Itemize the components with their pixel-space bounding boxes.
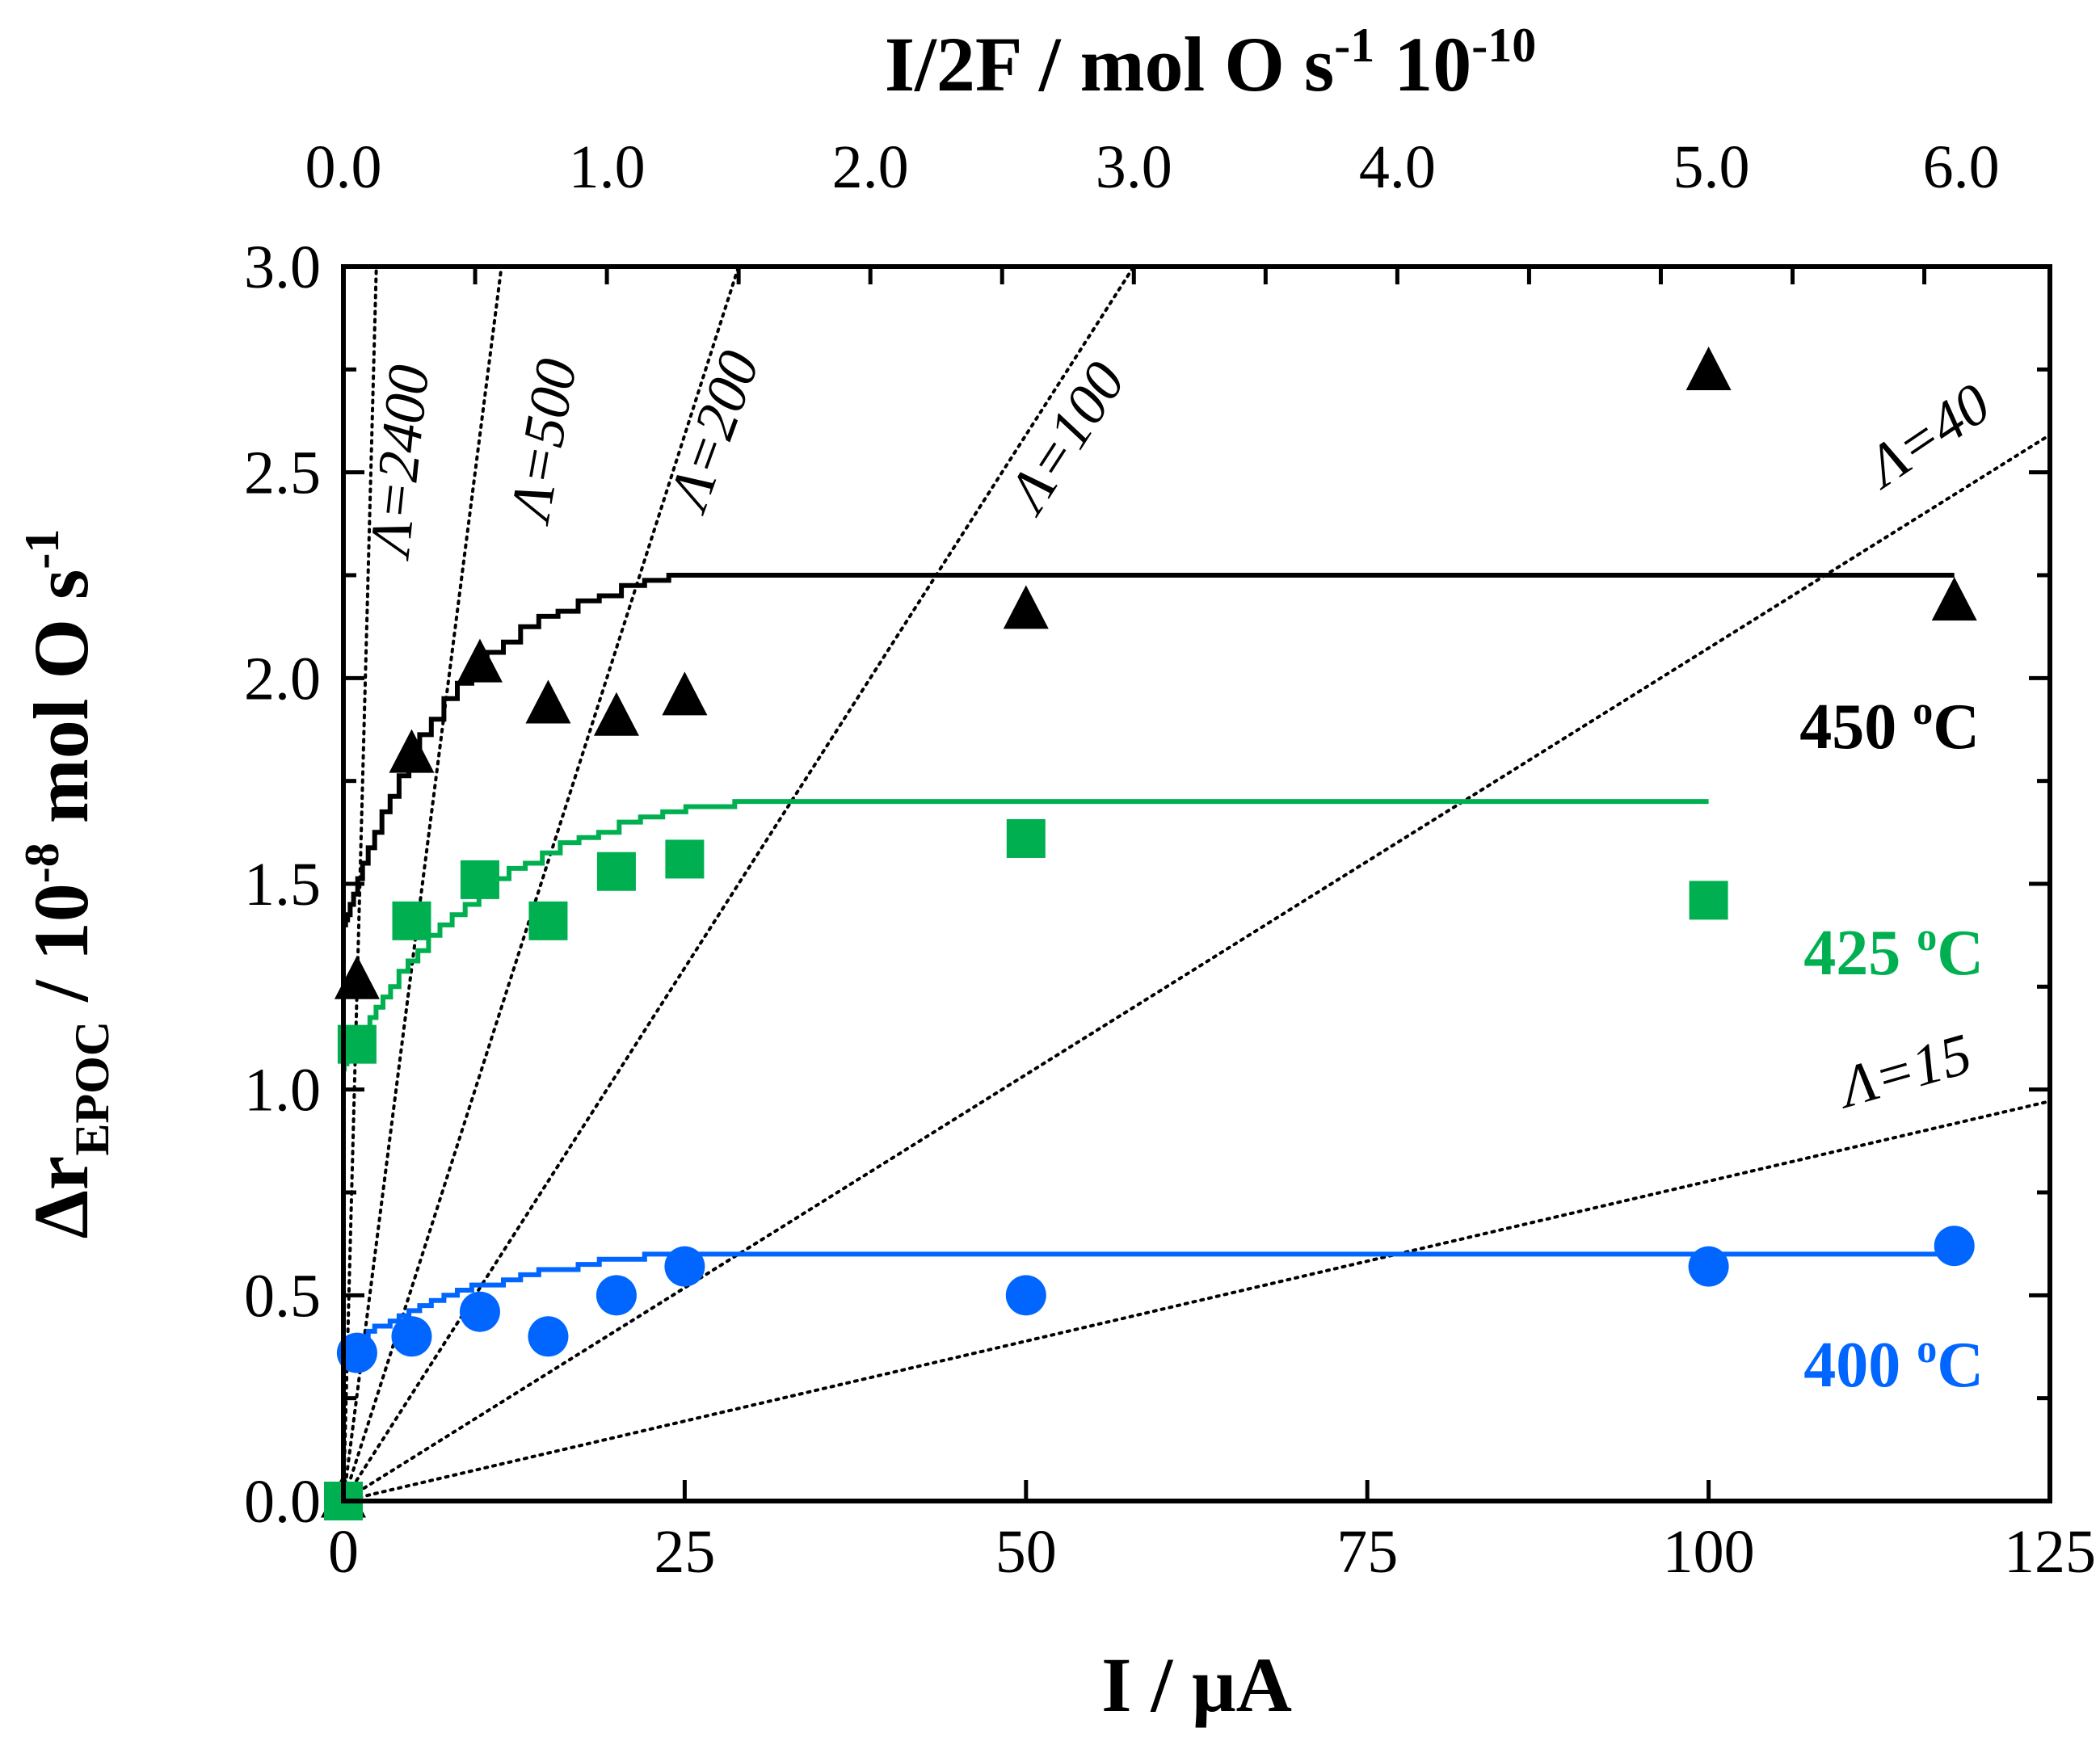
data-point-circle — [336, 1332, 377, 1373]
series-label-450-end: C — [1933, 692, 1980, 763]
lambda-label-500: Λ=500 — [497, 354, 590, 529]
series-label-450: 450 oC — [1799, 687, 1980, 763]
lambda-label-40: Λ=40 — [1851, 371, 2001, 501]
data-point-triangle — [457, 638, 503, 683]
x-tick-label: 50 — [995, 1518, 1057, 1586]
y-axis-label-unit: / 10 — [18, 883, 104, 1021]
data-point-square — [1006, 818, 1046, 858]
series-label-400-end: C — [1937, 1330, 1984, 1401]
data-point-triangle — [525, 679, 571, 724]
series-label-450-sup: o — [1913, 687, 1933, 733]
top-tick-label: 0.0 — [305, 133, 382, 201]
y-axis-label-exp2: -1 — [15, 529, 69, 570]
data-point-circle — [1005, 1275, 1046, 1316]
data-point-square — [528, 901, 568, 940]
data-point-circle — [664, 1246, 705, 1287]
x-tick-label: 100 — [1663, 1518, 1755, 1586]
series-label-425-sup: o — [1917, 914, 1937, 959]
fit-curves-group — [342, 573, 1955, 1349]
y-tick-label: 2.5 — [244, 439, 321, 507]
top-tick-label: 2.0 — [832, 133, 909, 201]
y-tick-label: 0.0 — [244, 1468, 321, 1536]
data-point-square — [392, 901, 431, 940]
data-point-triangle — [593, 692, 639, 736]
x-tick-label: 25 — [654, 1518, 715, 1586]
lambda-label-100: Λ=100 — [993, 351, 1138, 525]
data-point-circle — [595, 1275, 637, 1316]
y-tick-label: 0.5 — [244, 1262, 321, 1330]
data-point-triangle — [1685, 346, 1732, 390]
data-point-circle — [459, 1291, 500, 1332]
data-points-group — [321, 346, 1977, 1520]
series-label-400: 400 oC — [1803, 1326, 1984, 1401]
y-tick-label: 1.5 — [244, 851, 321, 919]
y-tick-label: 2.0 — [244, 645, 321, 713]
data-point-square — [1689, 881, 1728, 920]
data-point-triangle — [389, 729, 435, 773]
fit-curve — [343, 1251, 1955, 1349]
ticks-group: 0 25 50 75 100 125 0.0 0.5 1.0 1.5 2.0 2.5 3.0 0.0 1.0… — [244, 133, 2096, 1586]
series-label-425-main: 425 — [1803, 918, 1917, 989]
y-tick-label: 3.0 — [244, 233, 321, 301]
y-axis-label-delta: Δr — [18, 1156, 104, 1239]
top-tick-label: 1.0 — [569, 133, 646, 201]
data-point-circle — [391, 1316, 432, 1357]
top-tick-label: 3.0 — [1096, 133, 1172, 201]
data-point-square — [665, 839, 705, 879]
fit-curve — [343, 573, 1955, 927]
data-point-circle — [1934, 1226, 1975, 1267]
top-axis-label-exp: -1 — [1334, 19, 1374, 72]
series-label-400-main: 400 — [1803, 1330, 1917, 1401]
top-tick-label: 6.0 — [1923, 133, 2000, 201]
y-axis-label-exp: -8 — [15, 843, 69, 883]
data-point-square — [460, 860, 499, 899]
y-axis-label-unit2: mol O s — [18, 570, 104, 843]
x-tick-label: 0 — [328, 1518, 359, 1586]
data-point-triangle — [1003, 585, 1049, 629]
series-label-400-sup: o — [1917, 1326, 1937, 1371]
top-axis-label-exp2: -10 — [1471, 19, 1536, 72]
data-point-square — [596, 851, 636, 891]
x-tick-label: 125 — [2004, 1518, 2096, 1586]
lambda-line — [342, 265, 741, 1503]
y-axis-label: ΔrEPOC / 10-8 mol O s-1 — [15, 529, 119, 1239]
labels-group: I / μA I/2F / mol O s-1 10-10 ΔrEPOC / 1… — [15, 19, 2001, 1728]
data-point-circle — [528, 1316, 569, 1357]
series-label-425-end: C — [1937, 918, 1984, 989]
y-tick-label: 1.0 — [244, 1057, 321, 1125]
series-label-425: 425 oC — [1803, 914, 1984, 989]
data-point-triangle — [1931, 577, 1977, 621]
top-axis-label-main: I/2F / mol O s — [885, 21, 1334, 107]
lambda-label-15: Λ=15 — [1829, 1021, 1979, 1121]
data-point-circle — [1688, 1246, 1729, 1287]
top-axis-label: I/2F / mol O s-1 10-10 — [885, 19, 1536, 107]
x-tick-label: 75 — [1336, 1518, 1398, 1586]
x-axis-label: I / μA — [1101, 1642, 1292, 1728]
lambda-label-200: Λ=200 — [654, 343, 772, 521]
top-axis-label-mid: 10 — [1374, 21, 1471, 107]
y-axis-label-sub: EPOC — [65, 1021, 119, 1156]
top-tick-label: 4.0 — [1359, 133, 1436, 201]
top-tick-label: 5.0 — [1673, 133, 1749, 201]
lambda-label-2400: Λ=2400 — [356, 362, 441, 563]
lambda-line — [342, 265, 503, 1503]
lambda-line — [342, 1100, 2052, 1503]
data-point-triangle — [662, 671, 708, 716]
series-label-450-main: 450 — [1799, 692, 1913, 763]
